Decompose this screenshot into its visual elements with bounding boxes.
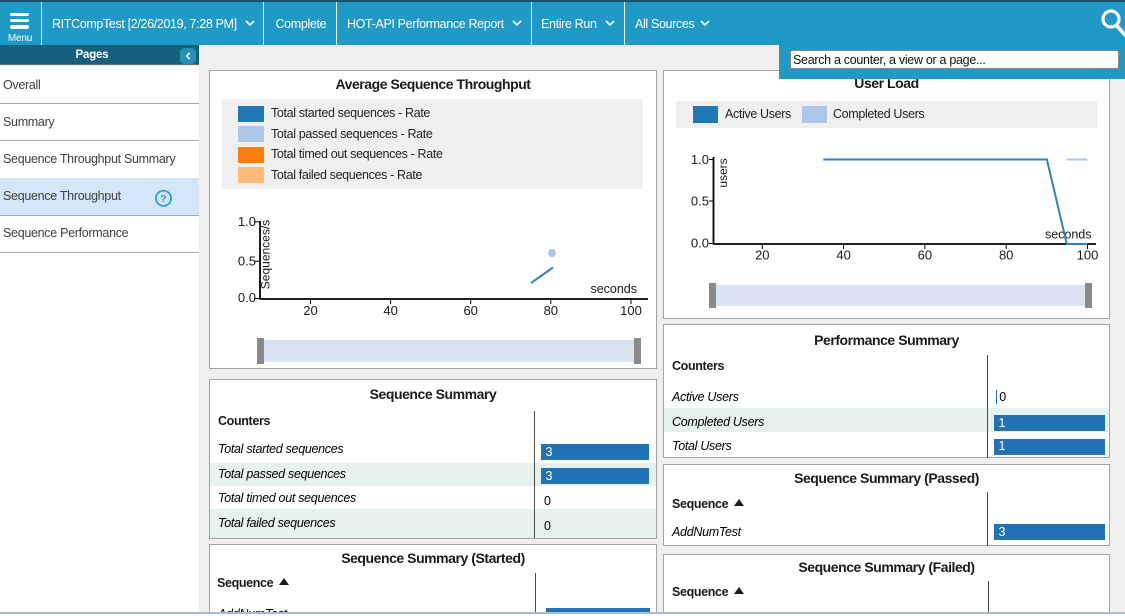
svg-text:0.0: 0.0: [691, 236, 709, 251]
svg-text:Sequences/s: Sequences/s: [259, 220, 273, 289]
svg-text:100: 100: [620, 303, 642, 318]
svg-text:100: 100: [1077, 248, 1099, 263]
svg-text:80: 80: [999, 248, 1013, 263]
svg-text:80: 80: [544, 303, 558, 318]
svg-text:60: 60: [463, 303, 477, 318]
svg-text:seconds: seconds: [1045, 228, 1092, 242]
svg-text:?: ?: [160, 193, 166, 205]
svg-text:40: 40: [836, 248, 850, 263]
svg-text:0.5: 0.5: [238, 254, 256, 269]
svg-text:20: 20: [303, 303, 317, 318]
svg-text:users: users: [716, 158, 730, 187]
svg-text:1.0: 1.0: [238, 214, 256, 229]
svg-text:1.0: 1.0: [691, 152, 709, 167]
svg-text:60: 60: [918, 248, 932, 263]
svg-text:20: 20: [755, 248, 769, 263]
svg-text:seconds: seconds: [590, 282, 637, 296]
svg-text:0.0: 0.0: [238, 290, 256, 305]
svg-text:0.5: 0.5: [691, 194, 709, 209]
svg-text:40: 40: [383, 303, 397, 318]
